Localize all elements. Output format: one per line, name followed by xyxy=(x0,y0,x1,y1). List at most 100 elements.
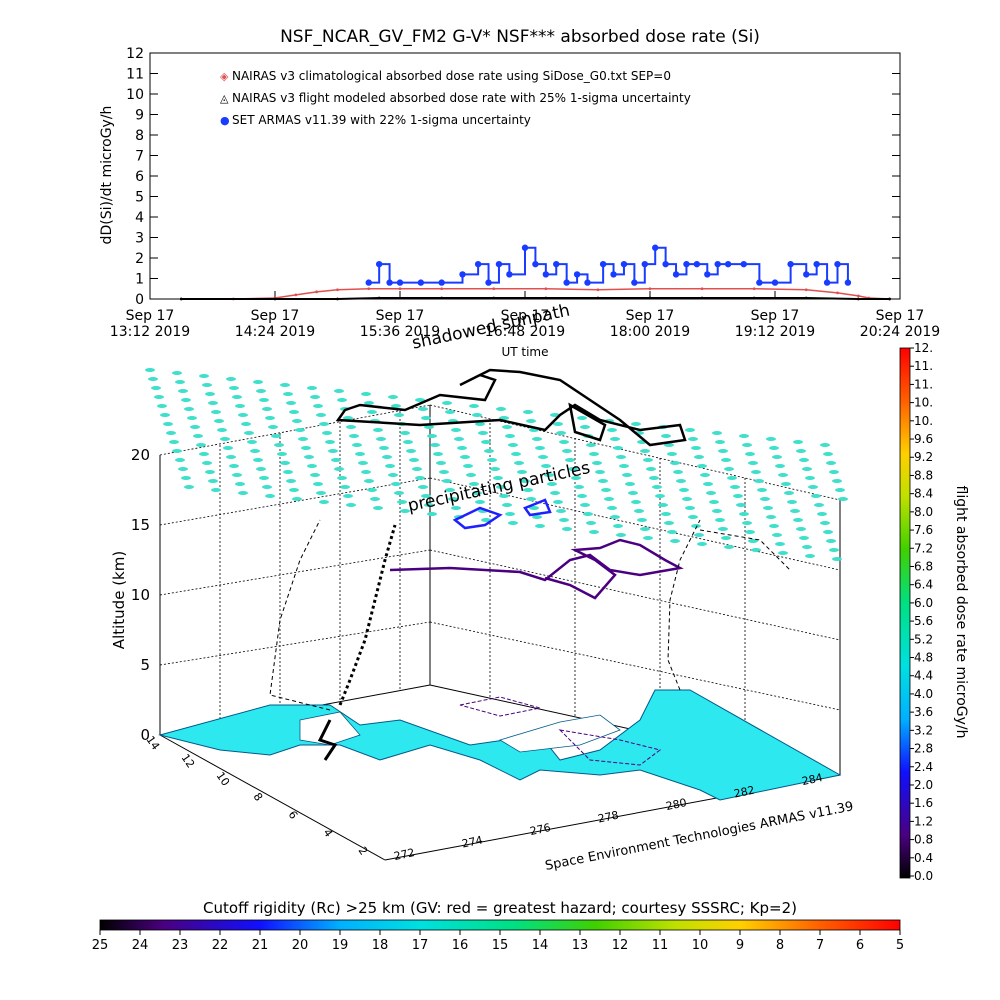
precip-dot xyxy=(151,386,161,390)
colorbar-bottom-tick-label: 7 xyxy=(816,938,824,953)
precip-dot xyxy=(775,542,785,546)
colorbar-right-tick-label: 4.8 xyxy=(914,651,933,665)
precip-dot xyxy=(235,404,245,408)
precip-dot xyxy=(604,497,614,501)
precip-dot xyxy=(721,536,731,540)
precip-dot xyxy=(757,488,767,492)
precip-dot xyxy=(163,422,173,426)
series-point xyxy=(648,287,652,291)
armas-point xyxy=(563,279,570,286)
precip-dot xyxy=(439,470,449,474)
precip-dot xyxy=(301,446,311,450)
precip-dot xyxy=(829,548,839,552)
precip-dot xyxy=(334,389,344,393)
precip-dot xyxy=(334,467,344,471)
series-point xyxy=(440,296,444,300)
colorbar-bottom-tick-label: 23 xyxy=(172,938,189,953)
precip-dot xyxy=(742,521,752,525)
latitude-tick-label: 2 xyxy=(356,844,371,857)
precip-dot xyxy=(805,476,815,480)
precip-dot xyxy=(583,512,593,516)
ts-y-tick-label: 6 xyxy=(135,169,144,185)
colorbar-bottom xyxy=(99,919,901,931)
armas-point xyxy=(375,260,383,268)
precip-dot xyxy=(400,509,410,513)
precip-dot xyxy=(820,443,830,447)
precip-dot xyxy=(346,425,356,429)
precip-dot xyxy=(175,458,185,462)
precip-dot xyxy=(181,476,191,480)
precip-dot xyxy=(541,464,551,468)
colorbar-right-ticks: 0.0 0.4 0.8 1.2 1.6 2.0 2.4 2.8 3.2 3.6 4.0 4.4 4.8 5… xyxy=(910,341,933,883)
precip-dot xyxy=(745,452,755,456)
precip-dot xyxy=(415,476,425,480)
colorbar-bottom-ticks: 25 24 23 22 21 20 19 18 17 16 15 14 13 12 11 10 9 8 7 6 5 xyxy=(92,930,904,953)
armas-point xyxy=(823,279,831,286)
precip-dot xyxy=(802,545,812,549)
precip-dot xyxy=(220,437,230,441)
ts-y-tick-label: 0 xyxy=(135,292,144,308)
ts-x-tick-label-date: Sep 17 xyxy=(126,308,175,324)
precip-dot xyxy=(481,440,491,444)
precip-dot xyxy=(511,452,521,456)
armas-point xyxy=(662,260,669,268)
precip-dot xyxy=(448,497,458,501)
precip-dot xyxy=(400,431,410,435)
precip-dot xyxy=(445,410,455,414)
precip-dot xyxy=(613,446,623,450)
altitude-tick-label: 5 xyxy=(140,656,150,674)
colorbar-right-tick-label: 6.4 xyxy=(914,578,933,592)
precip-dot xyxy=(670,461,680,465)
series-point xyxy=(294,293,298,297)
precip-dot xyxy=(358,461,368,465)
colorbar-right-tick-label: 2.8 xyxy=(914,742,933,756)
precip-dot xyxy=(298,437,308,441)
precip-dot xyxy=(559,518,569,522)
colorbar-right-tick-label: 9.2 xyxy=(914,450,933,464)
precip-dot xyxy=(520,479,530,483)
precip-dot xyxy=(451,506,461,510)
colorbar-right-tick-label: 3.6 xyxy=(914,705,933,719)
precip-dot xyxy=(241,422,251,426)
precip-dot xyxy=(751,470,761,474)
series-point xyxy=(336,288,339,292)
precip-dot xyxy=(394,413,404,417)
precip-dot xyxy=(760,497,770,501)
precip-dot xyxy=(736,503,746,507)
colorbar-bottom-tick-label: 14 xyxy=(532,938,549,953)
precip-dot xyxy=(265,494,275,498)
armas-point xyxy=(599,260,607,268)
colorbar-bottom-tick-label: 12 xyxy=(612,938,629,953)
precip-dot xyxy=(643,458,653,462)
legend: ◈ NAIRAS v3 climatological absorbed dose … xyxy=(220,69,691,127)
precip-dot xyxy=(508,521,518,525)
precip-dot xyxy=(283,470,293,474)
precip-dot xyxy=(262,485,272,489)
precip-dot xyxy=(166,431,176,435)
precip-dot xyxy=(838,497,848,501)
precip-dot xyxy=(256,389,266,393)
precip-dot xyxy=(211,488,221,492)
series-point xyxy=(804,288,808,292)
precip-dot xyxy=(316,491,326,495)
precip-dot xyxy=(526,419,536,423)
colorbar-bottom-tick-label: 22 xyxy=(212,938,229,953)
colorbar-right-tick-label: 8.0 xyxy=(914,505,933,519)
series-point xyxy=(492,287,496,291)
precip-dot xyxy=(640,449,650,453)
armas-point xyxy=(459,271,466,278)
series-point xyxy=(377,296,381,300)
precip-dot xyxy=(259,476,269,480)
ts-x-tick-label-time: 20:24 2019 xyxy=(860,324,940,340)
precip-dot xyxy=(580,425,590,429)
precip-dot xyxy=(247,440,257,444)
precip-dot xyxy=(679,488,689,492)
precip-dot xyxy=(505,434,515,438)
armas-point xyxy=(652,244,659,251)
precip-dot xyxy=(724,467,734,471)
precip-dot xyxy=(391,404,401,408)
legend-entry: NAIRAS v3 flight modeled absorbed dose r… xyxy=(232,91,691,105)
precip-dot xyxy=(337,476,347,480)
